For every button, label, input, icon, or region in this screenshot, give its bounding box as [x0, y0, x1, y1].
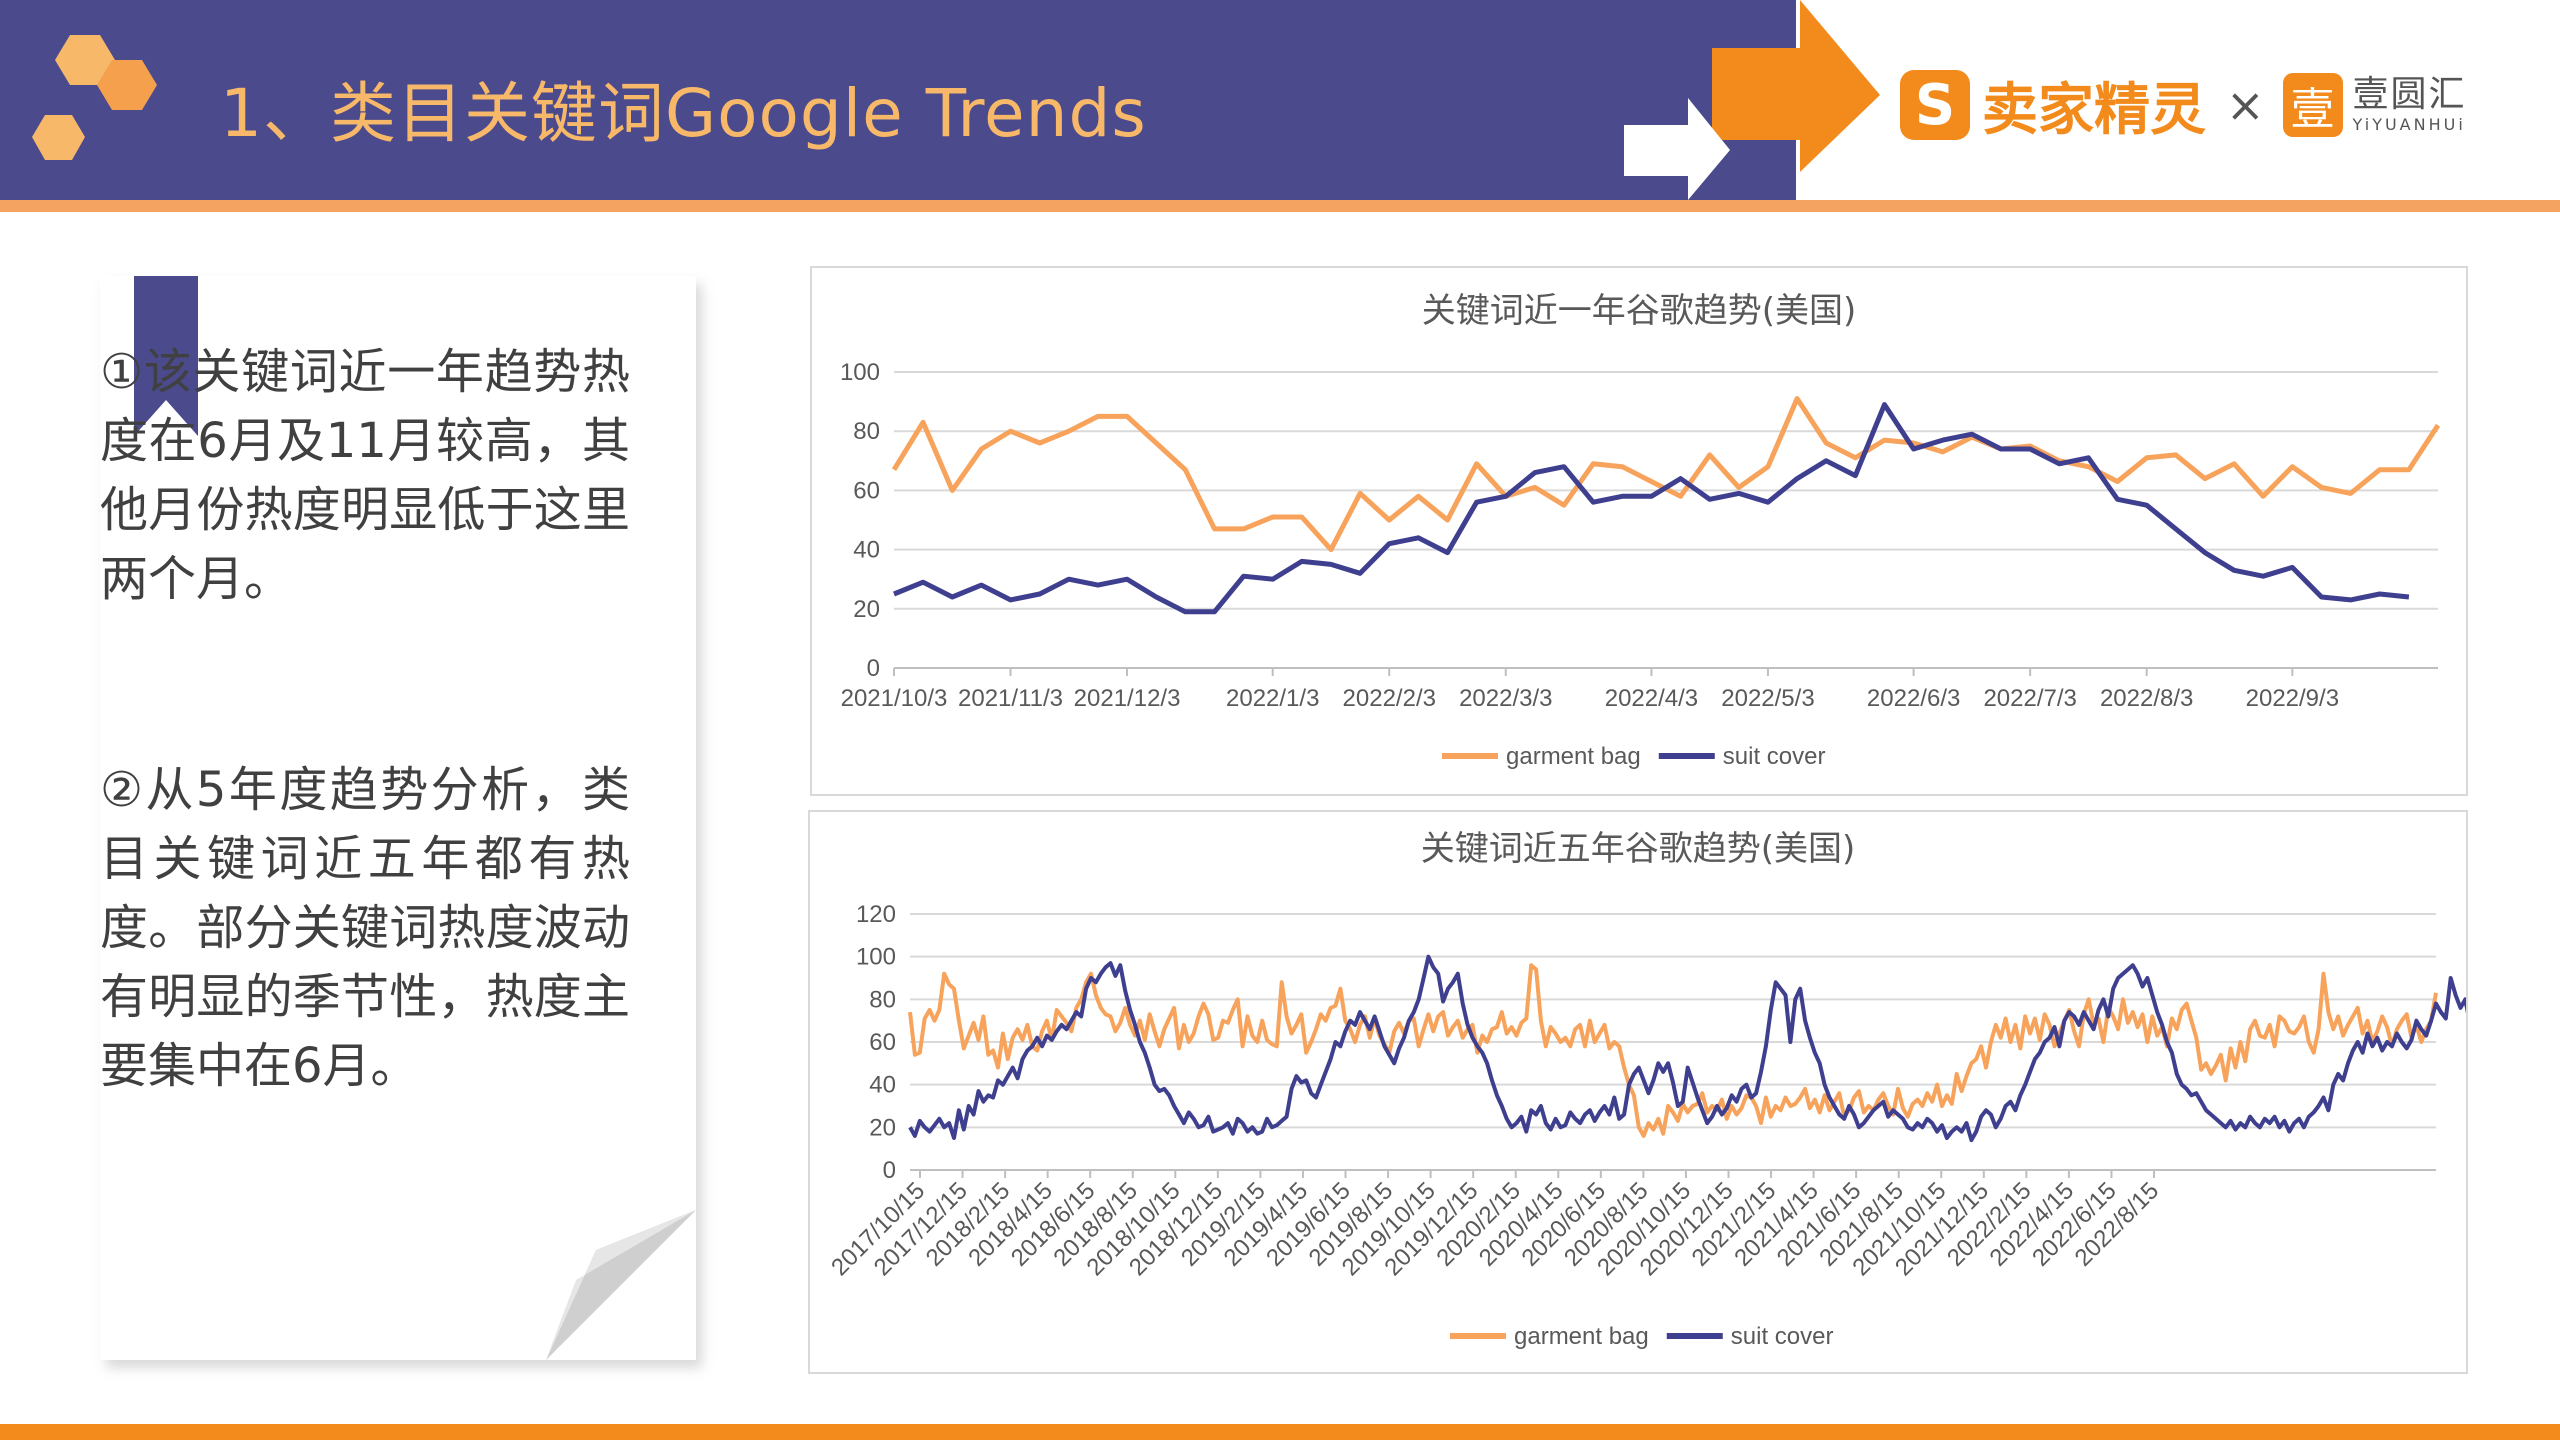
page-curl-icon: [536, 1210, 696, 1360]
chart-one-year-svg: 关键词近一年谷歌趋势(美国) 0 20 40 60 80 100 2021/10/3 2021/…: [840, 291, 2441, 770]
header-band: [0, 0, 1796, 200]
series-line: [893, 402, 2410, 615]
partner-pinyin: YiYUANHUi: [2352, 115, 2466, 134]
note-paragraph-2: ②从5年度趋势分析，类目关键词近五年都有热度。部分关键词热度波动有明显的季节性，…: [100, 762, 630, 1094]
chart-one-year: 关键词近一年谷歌趋势(美国) 0 20 40 60 80 100 2021/10/3 2021/…: [810, 266, 2468, 796]
y-tick-label: 60: [853, 477, 880, 504]
y-tick-label: 0: [883, 1157, 896, 1184]
bookmark-ribbon-icon: [134, 276, 198, 436]
x-tick-label: 2022/4/3: [1605, 685, 1698, 712]
brand-logos: S 卖家精灵 × 壹 壹圆汇 YiYUANHUi: [1900, 60, 2467, 150]
partner-name-block: 壹圆汇 YiYUANHUi: [2353, 77, 2467, 133]
arrow-decoration-icon: [1624, 0, 1880, 200]
note-card: [100, 276, 702, 1368]
legend-label: suit cover: [1731, 1323, 1834, 1350]
header-divider: [0, 200, 2560, 212]
y-tick-label: 80: [869, 986, 896, 1013]
y-tick-label: 40: [869, 1072, 896, 1099]
chart-five-year: 关键词近五年谷歌趋势(美国) 0 20 40 60 80 100 120 2017/10/15 2…: [808, 810, 2468, 1374]
y-tick-label: 60: [869, 1029, 896, 1056]
y-tick-label: 40: [853, 537, 880, 564]
brand-name: 卖家精灵: [1982, 77, 2206, 143]
x-tick-label: 2022/1/3: [1226, 685, 1319, 712]
x-tick-label: 2022/2/3: [1343, 685, 1436, 712]
page-title: 1、类目关键词Google Trends: [220, 75, 1147, 152]
x-tick-label: 2021/10/3: [841, 685, 948, 712]
series-line: [908, 954, 2466, 1143]
series-line: [891, 396, 2441, 553]
legend-label: suit cover: [1723, 743, 1826, 770]
y-tick-label: 100: [840, 359, 880, 386]
y-tick-label: 20: [853, 596, 880, 623]
header-bar: 1、类目关键词Google Trends S 卖家精灵 × 壹 壹圆汇 YiYU…: [0, 0, 2560, 212]
chart-five-year-svg: 关键词近五年谷歌趋势(美国)0204060801001202017/10/152…: [826, 829, 2466, 1350]
x-tick-label: 2022/3/3: [1459, 685, 1552, 712]
x-tick-label: 2021/12/3: [1074, 685, 1181, 712]
y-tick-label: 0: [867, 655, 880, 682]
note-paragraph-1: ①该关键词近一年趋势热度在6月及11月较高，其他月份热度明显低于这里两个月。: [100, 344, 630, 607]
chart-title: 关键词近一年谷歌趋势(美国): [1422, 291, 1857, 331]
brand-separator: ×: [2226, 78, 2265, 132]
sellersprite-logo-icon: S: [1900, 70, 1970, 140]
y-tick-label: 120: [856, 901, 896, 928]
x-tick-label: 2022/5/3: [1721, 685, 1814, 712]
y-tick-label: 20: [869, 1114, 896, 1141]
x-tick-label: 2022/8/3: [2100, 685, 2193, 712]
x-tick-label: 2022/7/3: [1983, 685, 2076, 712]
partner-name: 壹圆汇: [2352, 74, 2467, 115]
y-tick-label: 100: [856, 944, 896, 971]
legend-label: garment bag: [1506, 743, 1641, 770]
chart-title: 关键词近五年谷歌趋势(美国): [1421, 829, 1856, 869]
legend-label: garment bag: [1514, 1323, 1649, 1350]
x-tick-label: 2022/9/3: [2246, 685, 2339, 712]
series-line: [908, 963, 2438, 1138]
x-tick-label: 2021/11/3: [958, 685, 1063, 712]
bottom-bar: [0, 1424, 2560, 1440]
x-tick-label: 2022/6/3: [1867, 685, 1960, 712]
note-paper: [100, 276, 696, 1360]
hexagon-decoration-icon: [32, 35, 157, 160]
yiyuanhui-logo-icon: 壹: [2282, 73, 2343, 137]
y-tick-label: 80: [853, 418, 880, 445]
